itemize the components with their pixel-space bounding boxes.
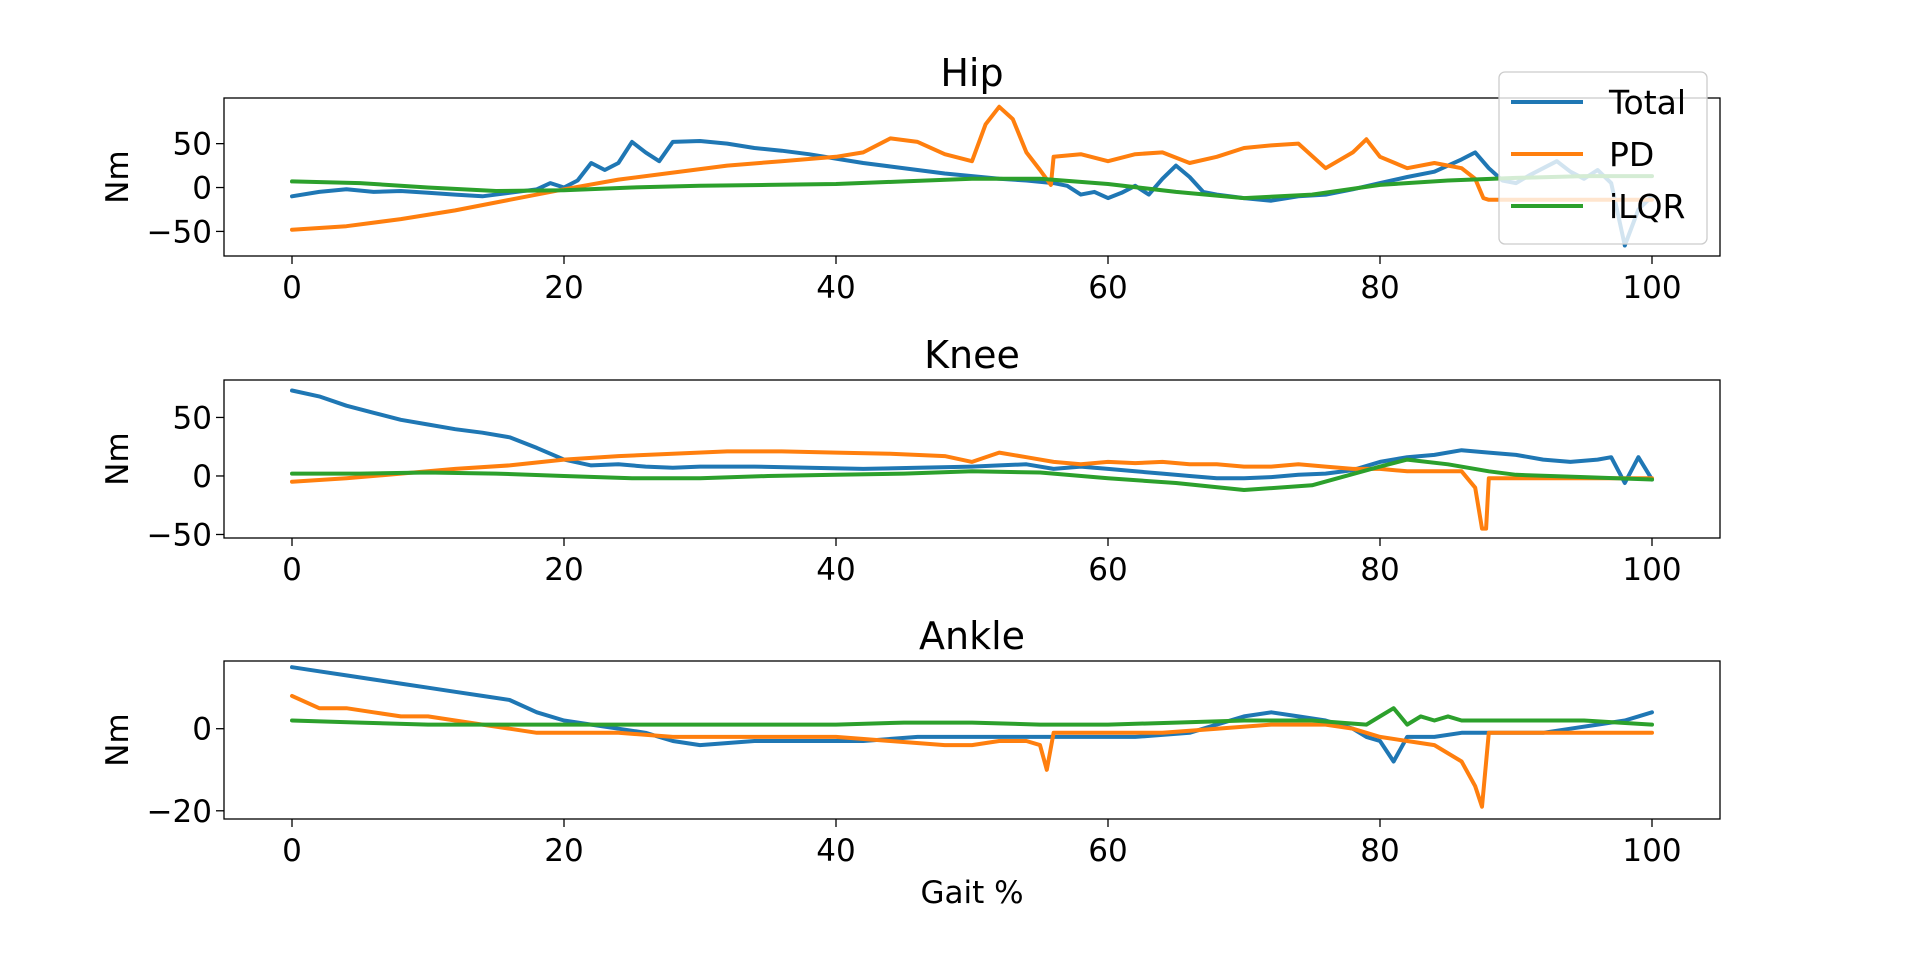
knee-y-tick-label: −50: [147, 517, 212, 553]
legend-label-ilqr: iLQR: [1609, 187, 1685, 226]
knee-title: Knee: [924, 333, 1020, 377]
ankle-x-tick-label: 100: [1622, 833, 1681, 869]
knee-y-tick-label: 50: [173, 400, 212, 436]
hip-series-group: [290, 104, 1654, 248]
hip-series-ilqr-line: [290, 174, 1654, 201]
knee-x-tick-label: 60: [1088, 552, 1127, 588]
hip-axes-frame: [223, 97, 1721, 257]
knee-axes-frame: [223, 379, 1721, 539]
hip-x-tick-label: 40: [816, 270, 855, 306]
ankle-series-group: [290, 665, 1654, 809]
legend-frame: [1498, 71, 1708, 245]
ankle-y-tick-label: −20: [147, 794, 212, 830]
hip-panel: Hip 0 20 40 60 80 100 −50 0 50 Nm: [100, 51, 1721, 306]
ankle-x-tick-label: 40: [816, 833, 855, 869]
hip-y-tick-label: 0: [192, 171, 212, 207]
ankle-x-tick-label: 80: [1360, 833, 1399, 869]
hip-y-axis-label: Nm: [100, 150, 136, 203]
knee-series-ilqr-line: [290, 457, 1654, 492]
hip-y-tick-label: −50: [147, 214, 212, 250]
legend-label-total: Total: [1608, 83, 1686, 122]
hip-y-tick-label: 50: [173, 127, 212, 163]
knee-y-axis-label: Nm: [100, 432, 136, 485]
hip-series-pd-line: [290, 104, 1654, 232]
ankle-x-tick-label: 20: [544, 833, 583, 869]
legend-label-pd: PD: [1609, 135, 1654, 174]
legend: Total PD iLQR: [1498, 71, 1708, 245]
knee-panel: Knee 0 20 40 60 80 100 −50 0 50 Nm: [100, 333, 1721, 588]
hip-x-tick-label: 20: [544, 270, 583, 306]
hip-x-tick-label: 80: [1360, 270, 1399, 306]
ankle-series-pd-line: [290, 693, 1654, 809]
knee-x-tick-label: 0: [282, 552, 302, 588]
panels: Hip 0 20 40 60 80 100 −50 0 50 Nm Knee 0 20 40 60 80 100 −…: [100, 51, 1721, 911]
ankle-series-total-line: [290, 665, 1654, 764]
knee-x-tick-label: 40: [816, 552, 855, 588]
ankle-x-tick-label: 0: [282, 833, 302, 869]
ankle-y-axis-label: Nm: [100, 713, 136, 766]
ankle-series-ilqr-line: [290, 706, 1654, 727]
knee-x-tick-label: 20: [544, 552, 583, 588]
ankle-axes-frame: [223, 660, 1721, 820]
ankle-title: Ankle: [919, 614, 1025, 658]
knee-series-pd-line: [290, 449, 1654, 531]
knee-series-group: [290, 388, 1654, 531]
ankle-y-tick-label: 0: [192, 712, 212, 748]
ankle-x-axis-label: Gait %: [920, 875, 1023, 911]
hip-x-tick-label: 0: [282, 270, 302, 306]
knee-x-tick-label: 100: [1622, 552, 1681, 588]
hip-title: Hip: [940, 51, 1003, 95]
ankle-x-tick-label: 60: [1088, 833, 1127, 869]
knee-y-tick-label: 0: [192, 459, 212, 495]
hip-x-tick-label: 100: [1622, 270, 1681, 306]
ankle-panel: Ankle 0 20 40 60 80 100 −20 0 Nm Gait %: [100, 614, 1721, 911]
knee-x-tick-label: 80: [1360, 552, 1399, 588]
hip-x-tick-label: 60: [1088, 270, 1127, 306]
knee-series-total-line: [290, 388, 1654, 485]
hip-series-total-line: [290, 139, 1654, 248]
